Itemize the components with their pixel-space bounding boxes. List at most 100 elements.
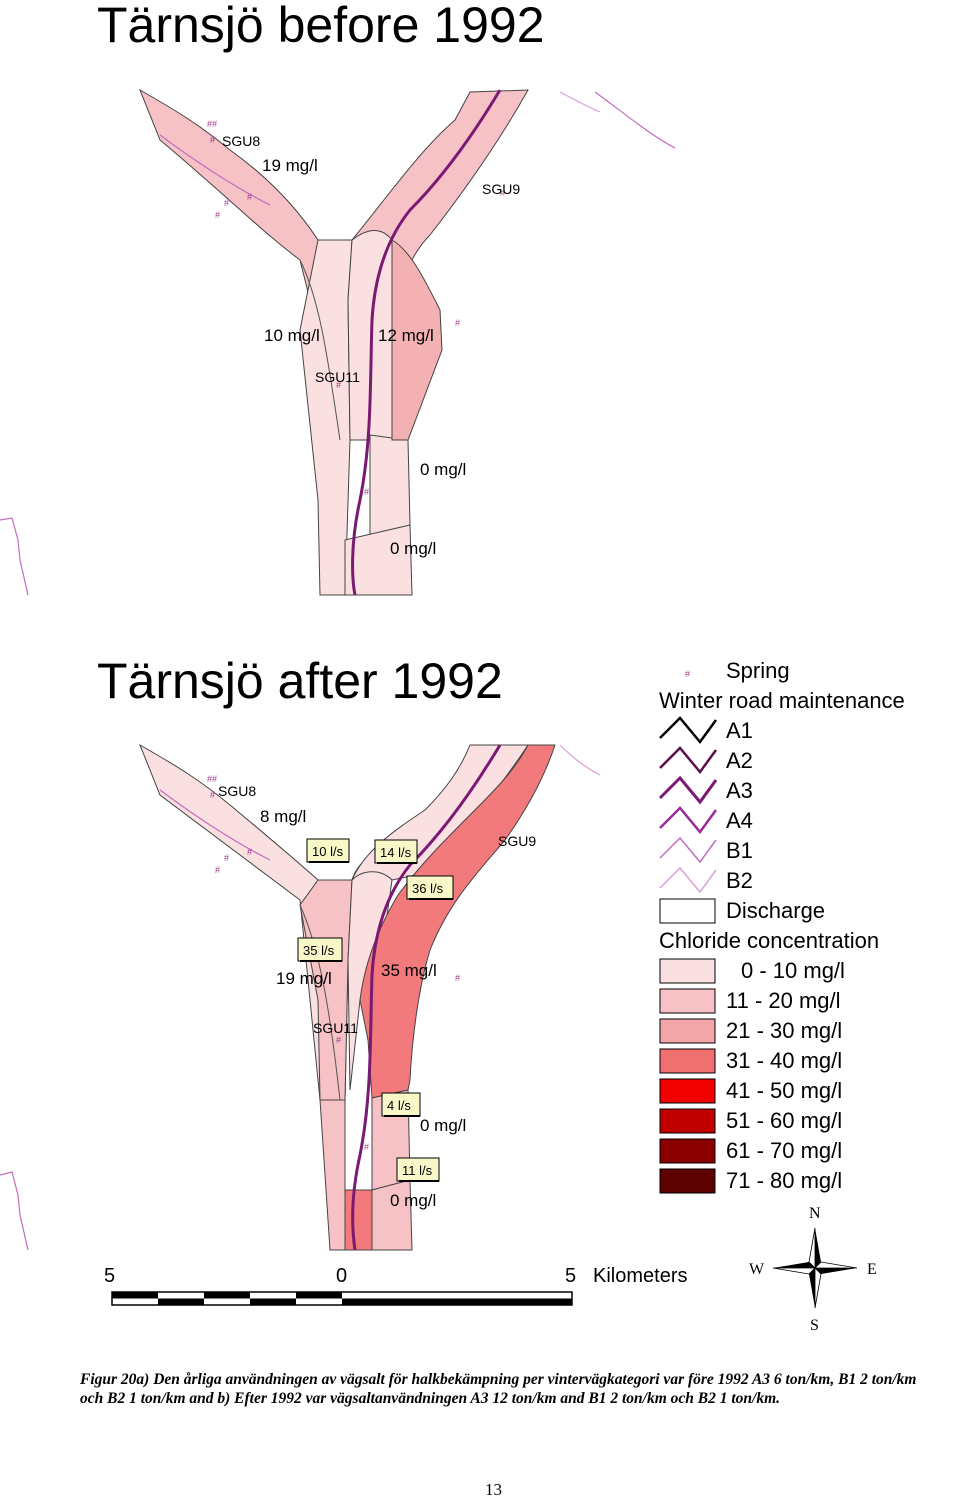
spring-symbol: # bbox=[685, 669, 690, 679]
svg-text:A3: A3 bbox=[726, 778, 753, 803]
svg-text:11 - 20 mg/l: 11 - 20 mg/l bbox=[726, 988, 841, 1013]
zone-after-3 bbox=[299, 879, 353, 1101]
discharge-box: 35 l/s bbox=[297, 937, 343, 962]
svg-text:#: # bbox=[336, 1035, 341, 1045]
zone-after-7 bbox=[344, 1189, 373, 1251]
legend-winter-title: Winter road maintenance bbox=[659, 688, 905, 713]
legend-class-0: 0 - 10 mg/l bbox=[659, 958, 845, 984]
legend-class-4: 41 - 50 mg/l bbox=[659, 1078, 842, 1104]
svg-text:21 - 30 mg/l: 21 - 30 mg/l bbox=[726, 1018, 842, 1043]
concentration-label: 10 mg/l bbox=[264, 326, 320, 345]
svg-text:61 - 70 mg/l: 61 - 70 mg/l bbox=[726, 1138, 842, 1163]
discharge-box: 11 l/s bbox=[396, 1157, 440, 1182]
legend-road-a1: A1 bbox=[659, 716, 753, 745]
svg-text:#: # bbox=[500, 188, 505, 198]
concentration-label: 8 mg/l bbox=[260, 807, 306, 826]
scale-label-right: 5 bbox=[565, 1265, 576, 1287]
zone-after-8 bbox=[371, 1179, 413, 1251]
concentration-label: 0 mg/l bbox=[390, 1191, 436, 1210]
legend-spring: Spring bbox=[726, 658, 790, 683]
concentration-label: 0 mg/l bbox=[420, 1116, 466, 1135]
compass-e: E bbox=[867, 1261, 877, 1278]
svg-text:11 l/s: 11 l/s bbox=[402, 1163, 433, 1178]
well-label: SGU9 bbox=[498, 833, 536, 849]
svg-text:#: # bbox=[247, 847, 252, 857]
svg-text:Discharge: Discharge bbox=[726, 898, 825, 923]
concentration-label: 12 mg/l bbox=[378, 326, 434, 345]
figure-caption: Figur 20a) Den årliga användningen av vä… bbox=[80, 1371, 917, 1407]
legend-class-6: 61 - 70 mg/l bbox=[659, 1138, 842, 1164]
svg-text:#: # bbox=[224, 198, 229, 208]
concentration-label: 19 mg/l bbox=[276, 969, 332, 988]
zone-before-6 bbox=[391, 239, 443, 441]
svg-text:#: # bbox=[210, 135, 215, 145]
svg-text:#: # bbox=[215, 865, 220, 875]
svg-text:4 l/s: 4 l/s bbox=[387, 1098, 411, 1113]
svg-text:#: # bbox=[364, 487, 369, 497]
well-label: SGU8 bbox=[222, 133, 260, 149]
svg-text:A2: A2 bbox=[726, 748, 753, 773]
svg-text:B2: B2 bbox=[726, 868, 753, 893]
map-legend: # Spring Winter road maintenance A1 A2 A… bbox=[658, 658, 905, 1194]
map-after: ## # # # # # # # SGU8 SGU9 SGU11 8 mg/l … bbox=[0, 743, 601, 1251]
road-before bbox=[351, 89, 502, 596]
legend-road-b1: B1 bbox=[659, 836, 753, 864]
legend-road-a2: A2 bbox=[659, 746, 753, 775]
zone-before-2 bbox=[299, 239, 353, 596]
compass-n: N bbox=[809, 1205, 821, 1222]
svg-text:#: # bbox=[336, 380, 341, 390]
well-label: SGU11 bbox=[313, 1020, 358, 1036]
legend-discharge: Discharge bbox=[659, 898, 825, 924]
legend-road-b2: B2 bbox=[659, 866, 753, 894]
discharge-box: 4 l/s bbox=[381, 1092, 421, 1117]
svg-text:#: # bbox=[210, 790, 215, 800]
legend-class-7: 71 - 80 mg/l bbox=[659, 1168, 842, 1194]
svg-text:10 l/s: 10 l/s bbox=[312, 844, 344, 859]
svg-text:31 - 40 mg/l: 31 - 40 mg/l bbox=[726, 1048, 842, 1073]
svg-text:B1: B1 bbox=[726, 838, 753, 863]
well-label: SGU11 bbox=[315, 369, 360, 385]
svg-text:#: # bbox=[364, 1142, 369, 1152]
svg-text:##: ## bbox=[207, 774, 217, 784]
svg-text:##: ## bbox=[207, 119, 217, 129]
svg-text:#: # bbox=[215, 210, 220, 220]
svg-text:51 - 60 mg/l: 51 - 60 mg/l bbox=[726, 1108, 842, 1133]
legend-class-1: 11 - 20 mg/l bbox=[659, 988, 841, 1014]
north-arrow: N S E W bbox=[749, 1205, 877, 1334]
legend-road-a4: A4 bbox=[659, 806, 753, 835]
legend-road-a3: A3 bbox=[658, 775, 753, 805]
map-before: ## # # # # # # # # SGU8 SGU9 SGU11 19 mg… bbox=[0, 88, 676, 596]
svg-text:14 l/s: 14 l/s bbox=[380, 845, 412, 860]
well-label: SGU8 bbox=[218, 783, 256, 799]
svg-text:#: # bbox=[455, 973, 460, 983]
compass-s: S bbox=[810, 1317, 819, 1334]
discharge-box: 10 l/s bbox=[306, 838, 350, 863]
discharge-box: 36 l/s bbox=[406, 875, 454, 900]
svg-text:35 l/s: 35 l/s bbox=[303, 943, 335, 958]
map-title-before: Tärnsjö before 1992 bbox=[97, 0, 545, 53]
svg-text:71 - 80 mg/l: 71 - 80 mg/l bbox=[726, 1168, 842, 1193]
legend-class-5: 51 - 60 mg/l bbox=[659, 1108, 842, 1134]
svg-text:0 - 10 mg/l: 0 - 10 mg/l bbox=[741, 958, 845, 983]
zone-before-5 bbox=[344, 524, 413, 596]
zone-before-4 bbox=[369, 434, 411, 541]
svg-text:#: # bbox=[455, 318, 460, 328]
legend-chloride-title: Chloride concentration bbox=[659, 928, 879, 953]
concentration-label: 35 mg/l bbox=[381, 961, 437, 980]
well-label: SGU9 bbox=[482, 181, 520, 197]
svg-text:A1: A1 bbox=[726, 718, 753, 743]
concentration-label: 0 mg/l bbox=[420, 460, 466, 479]
scale-label-left: 5 bbox=[104, 1265, 115, 1287]
scale-bar: 5 0 5 Kilometers bbox=[104, 1265, 687, 1306]
legend-class-3: 31 - 40 mg/l bbox=[659, 1048, 842, 1074]
discharge-box: 14 l/s bbox=[374, 839, 418, 864]
svg-text:A4: A4 bbox=[726, 808, 753, 833]
concentration-label: 0 mg/l bbox=[390, 539, 436, 558]
map-title-after: Tärnsjö after 1992 bbox=[97, 653, 503, 709]
scale-unit: Kilometers bbox=[593, 1265, 687, 1287]
svg-text:#: # bbox=[247, 192, 252, 202]
svg-text:41 - 50 mg/l: 41 - 50 mg/l bbox=[726, 1078, 842, 1103]
zone-before-3 bbox=[347, 230, 393, 441]
zone-after-5 bbox=[359, 744, 556, 1099]
